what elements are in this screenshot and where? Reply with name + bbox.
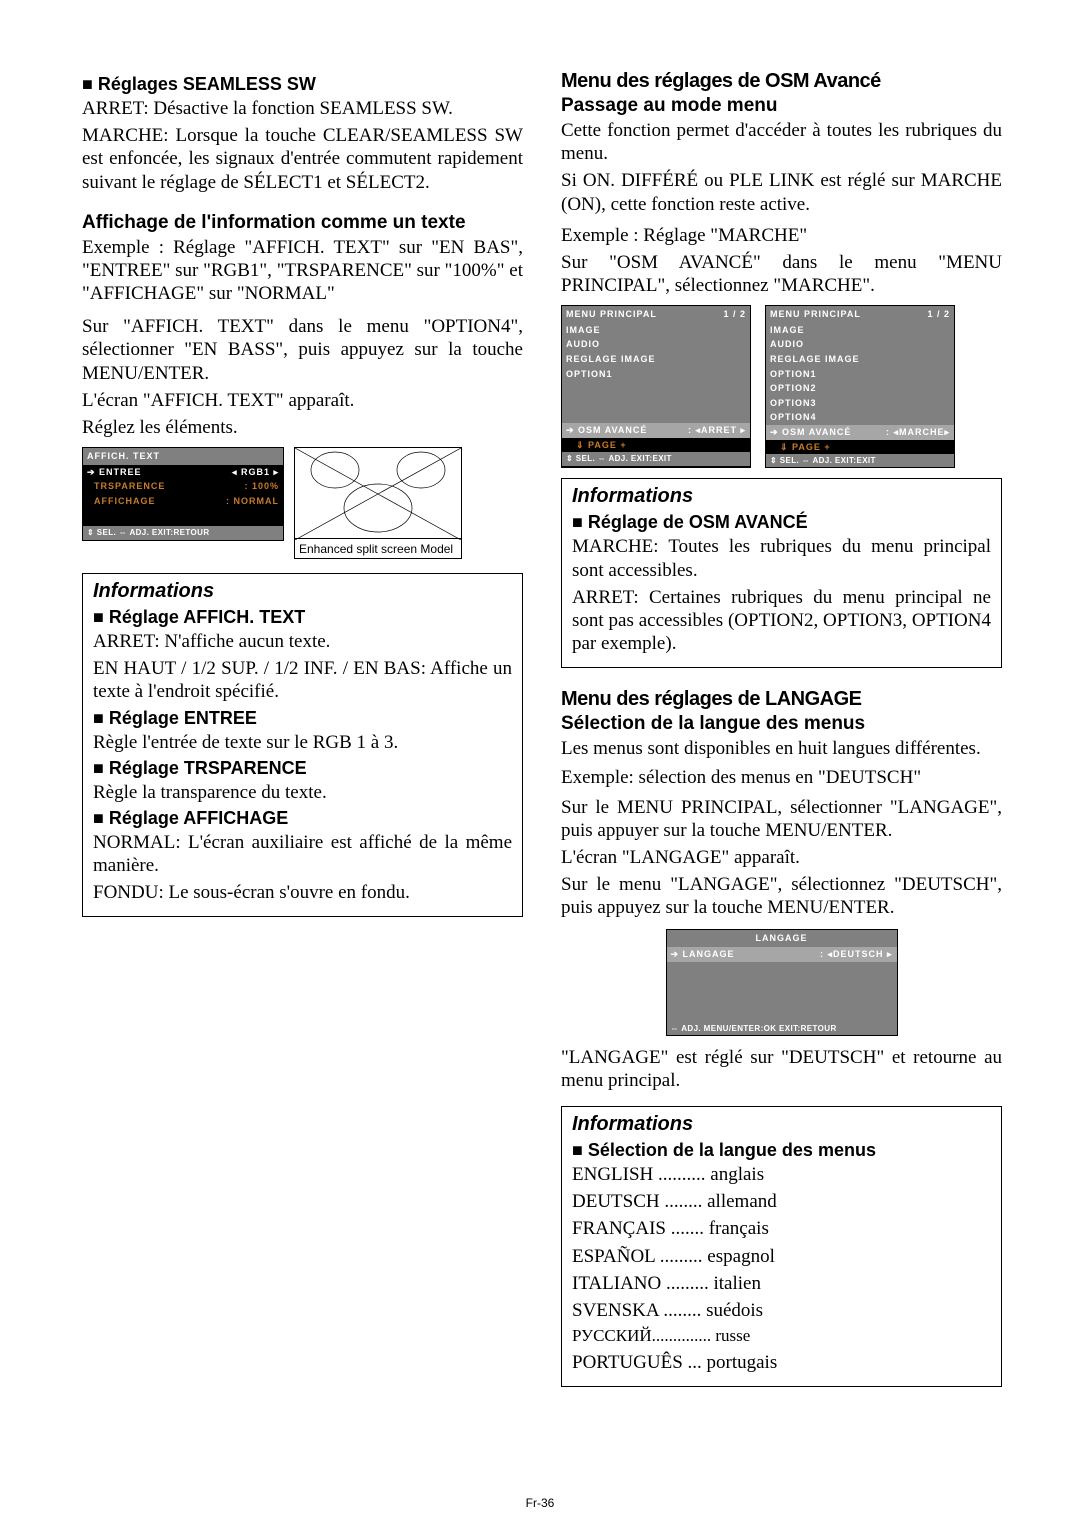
lang-it: ITALIANO ......... italien [572, 1272, 991, 1295]
lang-pt: PORTUGUÊS ... portugais [572, 1351, 991, 1374]
lang-ru: РУССКИЙ.............. russe [572, 1326, 991, 1347]
affichage-p3: L'écran "AFFICH. TEXT" apparaît. [82, 389, 523, 412]
split-screen-diagram: Enhanced split screen Model [294, 447, 462, 559]
osd-footer: ⇕ SEL. ⇔ ADJ. EXIT:EXIT [766, 454, 954, 467]
osd-item: OPTION3 [766, 396, 954, 411]
split-caption: Enhanced split screen Model [299, 540, 457, 556]
osd-item: REGLAGE IMAGE [766, 352, 954, 367]
ib1-p6: FONDU: Le sous-écran s'ouvre en fondu. [93, 881, 512, 904]
r-p6: Exemple: sélection des menus en "DEUTSCH… [561, 766, 1002, 789]
ib1-p4: Règle la transparence du texte. [93, 781, 512, 804]
r-p5: Les menus sont disponibles en huit langu… [561, 737, 1002, 760]
lang-sv: SVENSKA ........ suédois [572, 1299, 991, 1322]
informations-heading: Informations [93, 580, 512, 603]
osd-sel-val: : ◂MARCHE▸ [886, 426, 950, 439]
ib1-p5: NORMAL: L'écran auxiliaire est affiché d… [93, 831, 512, 877]
osd-r1-val: ◂ RGB1 ▸ [232, 466, 279, 479]
osd-menu-arret: MENU PRINCIPAL 1 / 2 IMAGE AUDIO REGLAGE … [561, 305, 751, 468]
affichage-heading: Affichage de l'information comme un text… [82, 212, 523, 234]
osd-title: LANGAGE [756, 932, 808, 945]
left-column: Réglages SEAMLESS SW ARRET: Désactive la… [82, 70, 523, 1387]
ib1-h4: Réglage AFFICHAGE [93, 808, 512, 829]
page: Réglages SEAMLESS SW ARRET: Désactive la… [0, 0, 1080, 1528]
r-p4: Sur "OSM AVANCÉ" dans le menu "MENU PRIN… [561, 251, 1002, 297]
info-box-3: Informations Sélection de la langue des … [561, 1106, 1002, 1387]
osd-r2-label: TRSPARENCE [94, 481, 165, 491]
osd-title: MENU PRINCIPAL [566, 308, 657, 321]
osd-item: IMAGE [562, 323, 750, 338]
osd-affich-text: AFFICH. TEXT ➔ ENTREE◂ RGB1 ▸ TRSPARENCE… [82, 447, 284, 541]
osd-page-footer: ⇓ PAGE + [766, 440, 954, 455]
ib1-p1: ARRET: N'affiche aucun texte. [93, 630, 512, 653]
affichage-p4: Réglez les éléments. [82, 416, 523, 439]
osd-sel-label: LANGAGE [683, 949, 735, 959]
r-p3: Exemple : Réglage "MARCHE" [561, 224, 1002, 247]
lang-de: DEUTSCH ........ allemand [572, 1190, 991, 1213]
lang-en: ENGLISH .......... anglais [572, 1163, 991, 1186]
r-p1: Cette fonction permet d'accéder à toutes… [561, 119, 1002, 165]
seamless-sw-p2: MARCHE: Lorsque la touche CLEAR/SEAMLESS… [82, 124, 523, 194]
informations-heading: Informations [572, 1113, 991, 1136]
osd-sel-label: OSM AVANCÉ [578, 425, 647, 435]
osd-footer: ⇔ ADJ. MENU/ENTER:OK EXIT:RETOUR [667, 1022, 897, 1035]
osd-footer: ⇕ SEL. ⇔ ADJ. EXIT:EXIT [562, 452, 750, 465]
r-p2: Si ON. DIFFÉRÉ ou PLE LINK est réglé sur… [561, 169, 1002, 215]
ib1-p2: EN HAUT / 1/2 SUP. / 1/2 INF. / EN BAS: … [93, 657, 512, 703]
columns: Réglages SEAMLESS SW ARRET: Désactive la… [82, 70, 1002, 1387]
passage-mode-heading: Passage au mode menu [561, 95, 1002, 117]
osd-sel-val: : ◂DEUTSCH ▸ [820, 948, 893, 961]
ib1-h1: Réglage AFFICH. TEXT [93, 607, 512, 628]
osd-r2-val: : 100% [244, 480, 279, 493]
osd-r3-label: AFFICHAGE [94, 496, 156, 506]
lang-es: ESPAÑOL ......... espagnol [572, 1245, 991, 1268]
ib2-h1: Réglage de OSM AVANCÉ [572, 512, 991, 533]
seamless-sw-p1: ARRET: Désactive la fonction SEAMLESS SW… [82, 97, 523, 120]
osd-item: OPTION4 [766, 410, 954, 425]
ib1-p3: Règle l'entrée de texte sur le RGB 1 à 3… [93, 731, 512, 754]
osd-item: OPTION1 [562, 367, 750, 382]
lang-fr: FRANÇAIS ....... français [572, 1217, 991, 1240]
osd-title: AFFICH. TEXT [87, 450, 160, 463]
osd-menu-marche: MENU PRINCIPAL 1 / 2 IMAGE AUDIO REGLAGE … [765, 305, 955, 468]
affichage-p1: Exemple : Réglage "AFFICH. TEXT" sur "EN… [82, 236, 523, 306]
info-box-2: Informations Réglage de OSM AVANCÉ MARCH… [561, 478, 1002, 668]
selection-langue-heading: Sélection de la langue des menus [561, 713, 1002, 735]
osd-pair: MENU PRINCIPAL 1 / 2 IMAGE AUDIO REGLAGE … [561, 305, 1002, 468]
r-p10: "LANGAGE" est réglé sur "DEUTSCH" et ret… [561, 1046, 1002, 1092]
ib1-h3: Réglage TRSPARENCE [93, 758, 512, 779]
osd-r1-label: ENTREE [99, 467, 142, 477]
r-p8: L'écran "LANGAGE" apparaît. [561, 846, 1002, 869]
affich-text-figure: AFFICH. TEXT ➔ ENTREE◂ RGB1 ▸ TRSPARENCE… [82, 447, 523, 559]
seamless-sw-heading: Réglages SEAMLESS SW [82, 74, 523, 95]
info-box-1: Informations Réglage AFFICH. TEXT ARRET:… [82, 573, 523, 917]
langage-heading: Menu des réglages de LANGAGE [561, 688, 1002, 711]
r-p7: Sur le MENU PRINCIPAL, sélectionner "LAN… [561, 796, 1002, 842]
osd-page: 1 / 2 [723, 308, 746, 321]
osd-footer: ⇕ SEL. ⇔ ADJ. EXIT:RETOUR [83, 526, 283, 539]
affichage-p2: Sur "AFFICH. TEXT" dans le menu "OPTION4… [82, 315, 523, 385]
osd-sel-val: : ◂ARRET ▸ [688, 424, 746, 437]
osd-item: AUDIO [766, 337, 954, 352]
right-column: Menu des réglages de OSM Avancé Passage … [561, 70, 1002, 1387]
osm-avance-heading: Menu des réglages de OSM Avancé [561, 70, 1002, 93]
ib2-p2: ARRET: Certaines rubriques du menu princ… [572, 586, 991, 656]
page-number: Fr-36 [0, 1496, 1080, 1510]
osd-langage: LANGAGE ➔ LANGAGE: ◂DEUTSCH ▸ ⇔ ADJ. MEN… [666, 929, 898, 1035]
osd-item: REGLAGE IMAGE [562, 352, 750, 367]
r-p9: Sur le menu "LANGAGE", sélectionnez "DEU… [561, 873, 1002, 919]
osd-title: MENU PRINCIPAL [770, 308, 861, 321]
osd-page-footer: ⇓ PAGE + [562, 438, 750, 453]
osd-page: 1 / 2 [927, 308, 950, 321]
osd-item: OPTION1 [766, 367, 954, 382]
ib3-h1: Sélection de la langue des menus [572, 1140, 991, 1161]
osd-item: AUDIO [562, 337, 750, 352]
ib2-p1: MARCHE: Toutes les rubriques du menu pri… [572, 535, 991, 581]
osd-footer-text: ⇕ SEL. ⇔ ADJ. EXIT:RETOUR [87, 528, 210, 537]
osd-r3-val: : NORMAL [226, 495, 279, 508]
ib1-h2: Réglage ENTREE [93, 708, 512, 729]
osd-sel-label: OSM AVANCÉ [782, 427, 851, 437]
osd-item: IMAGE [766, 323, 954, 338]
osd-item: OPTION2 [766, 381, 954, 396]
informations-heading: Informations [572, 485, 991, 508]
